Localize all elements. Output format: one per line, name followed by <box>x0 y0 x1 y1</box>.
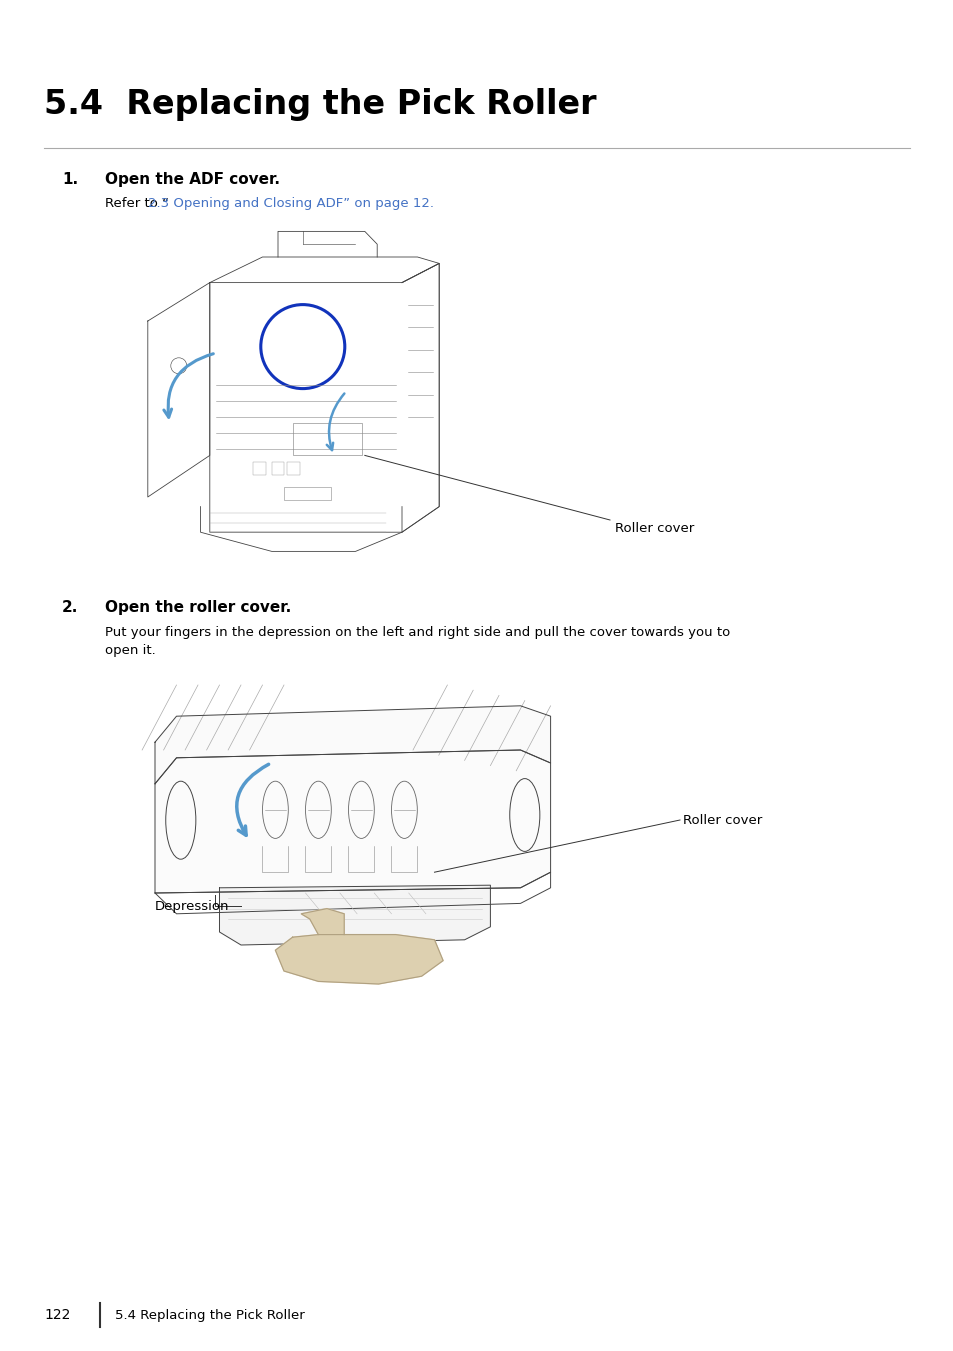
Text: 2.3 Opening and Closing ADF” on page 12.: 2.3 Opening and Closing ADF” on page 12. <box>148 197 434 209</box>
Text: 5.4 Replacing the Pick Roller: 5.4 Replacing the Pick Roller <box>115 1309 304 1321</box>
Polygon shape <box>219 885 490 944</box>
Bar <box>287 462 299 474</box>
Text: Roller cover: Roller cover <box>682 813 761 827</box>
Polygon shape <box>275 935 442 984</box>
Polygon shape <box>154 750 550 893</box>
Bar <box>294 423 361 455</box>
Text: Roller cover: Roller cover <box>615 521 694 535</box>
Bar <box>284 488 331 500</box>
Bar <box>272 462 284 474</box>
Text: 122: 122 <box>44 1308 71 1323</box>
Polygon shape <box>301 909 344 935</box>
Text: Put your fingers in the depression on the left and right side and pull the cover: Put your fingers in the depression on th… <box>105 626 729 657</box>
Text: 1.: 1. <box>62 172 78 186</box>
Bar <box>253 462 265 474</box>
Text: Depression: Depression <box>154 900 230 913</box>
Text: 5.4  Replacing the Pick Roller: 5.4 Replacing the Pick Roller <box>44 88 596 122</box>
Polygon shape <box>154 705 550 784</box>
Text: Open the roller cover.: Open the roller cover. <box>105 600 291 615</box>
Text: 2.: 2. <box>62 600 78 615</box>
Text: Refer to “: Refer to “ <box>105 197 169 209</box>
Text: Open the ADF cover.: Open the ADF cover. <box>105 172 280 186</box>
